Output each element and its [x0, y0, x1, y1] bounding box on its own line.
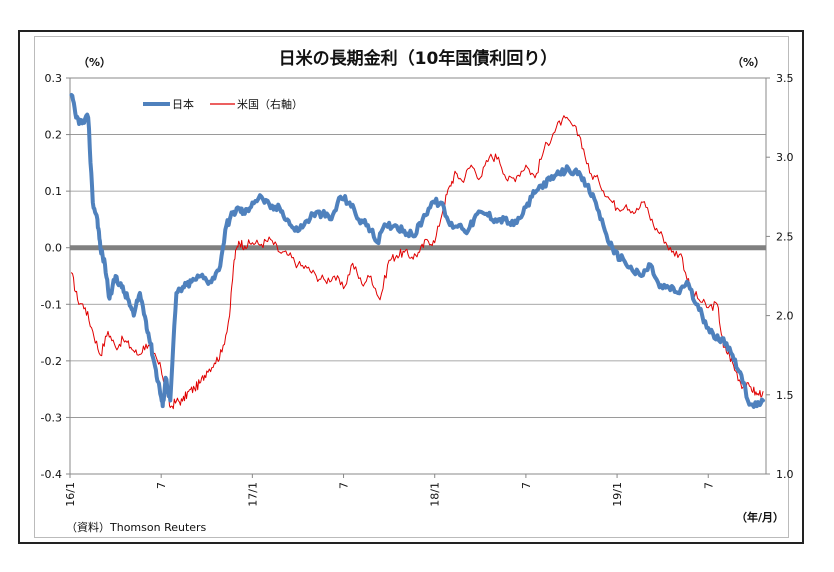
series-lines: [69, 93, 765, 410]
left-tick-label: 0.3: [45, 72, 63, 85]
x-tick-label: 18/1: [429, 482, 442, 507]
right-tick-label: 1.0: [776, 468, 794, 481]
x-tick-label: 17/1: [246, 482, 259, 507]
legend: 日本 米国（右軸）: [143, 97, 303, 111]
left-tick-label: -0.3: [41, 411, 62, 424]
right-axis-unit: （%）: [732, 56, 765, 69]
right-tick-label: 1.5: [776, 389, 794, 402]
series-line-us: [71, 115, 764, 410]
x-tick-label: 7: [155, 482, 168, 489]
chart-inner-frame: [34, 36, 789, 538]
left-tick-label: 0.1: [45, 185, 63, 198]
legend-label-us: 米国（右軸）: [237, 97, 303, 111]
left-tick-label: -0.2: [41, 355, 62, 368]
chart-outer-frame: [18, 30, 804, 544]
series-line-japan: [69, 93, 765, 409]
left-tick-label: 0.2: [45, 129, 63, 142]
x-tick-label: 7: [702, 482, 715, 489]
left-tick-label: 0.0: [45, 242, 63, 255]
source-note: （資料）Thomson Reuters: [66, 520, 207, 534]
right-tick-label: 3.0: [776, 151, 794, 164]
axis-ticks: -0.4 -0.3 -0.2 -0.1 0.0 0.1 0.2 0.3 1.0 1.5 2.0 2.5…: [41, 72, 794, 507]
x-tick-label: 7: [338, 482, 351, 489]
chart-title: 日米の長期金利（10年国債利回り）: [279, 48, 558, 69]
left-tick-label: -0.1: [41, 298, 62, 311]
x-tick-label: 16/1: [64, 482, 77, 507]
right-tick-label: 2.0: [776, 310, 794, 323]
right-tick-label: 3.5: [776, 72, 794, 85]
legend-label-japan: 日本: [172, 97, 194, 111]
left-axis-unit: （%）: [78, 56, 111, 69]
grid-lines: [69, 77, 767, 475]
right-tick-label: 2.5: [776, 230, 794, 243]
plot-area-border: [69, 77, 767, 475]
left-tick-label: -0.4: [41, 468, 62, 481]
x-axis-unit: （年/月）: [736, 510, 784, 524]
x-tick-label: 19/1: [611, 482, 624, 507]
x-tick-label: 7: [520, 482, 533, 489]
